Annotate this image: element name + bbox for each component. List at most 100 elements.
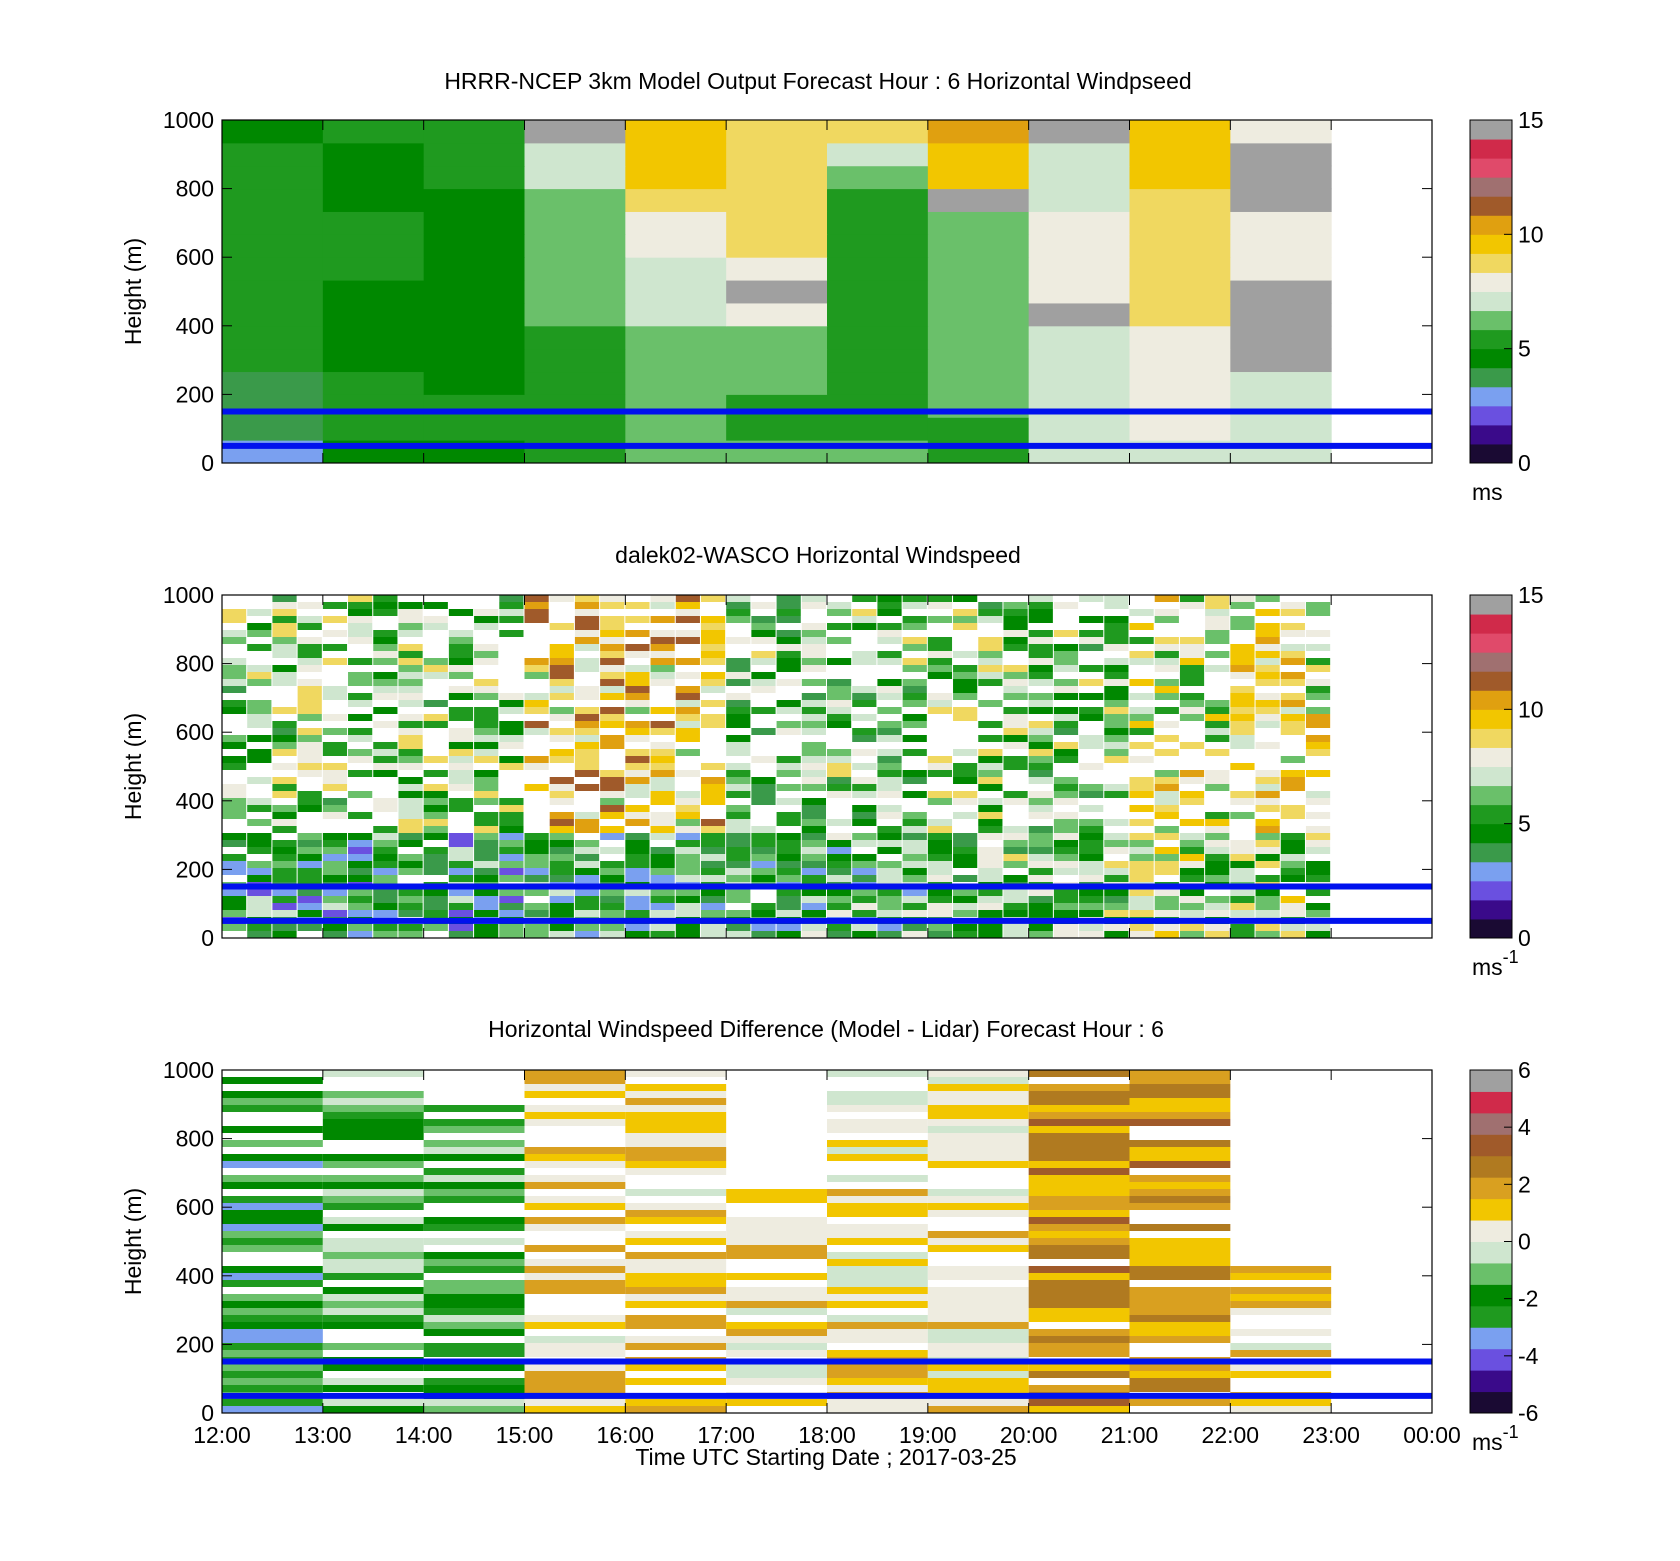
heatmap-cell xyxy=(1104,728,1129,735)
heatmap-cell xyxy=(751,784,776,791)
heatmap-cell xyxy=(322,861,348,868)
heatmap-cell xyxy=(549,595,574,602)
heatmap-cell xyxy=(877,812,902,819)
heatmap-cell xyxy=(1280,658,1305,665)
heatmap-cell xyxy=(953,672,978,679)
heatmap-cell xyxy=(726,165,828,190)
heatmap-cell xyxy=(222,1098,323,1105)
heatmap-cell xyxy=(272,728,297,735)
heatmap-cell xyxy=(827,791,852,798)
heatmap-cell xyxy=(1079,595,1104,602)
heatmap-cell xyxy=(373,721,398,728)
heatmap-cell xyxy=(1003,637,1028,644)
heatmap-cell xyxy=(776,889,801,896)
heatmap-cell xyxy=(1028,371,1130,395)
heatmap-cell xyxy=(322,749,348,756)
heatmap-cell xyxy=(1154,770,1179,777)
heatmap-cell xyxy=(801,833,826,840)
heatmap-cell xyxy=(1230,623,1255,630)
heatmap-cell xyxy=(902,749,927,756)
heatmap-cell xyxy=(398,763,423,770)
heatmap-cell xyxy=(1003,721,1028,728)
heatmap-cell xyxy=(297,700,322,707)
heatmap-cell xyxy=(675,805,700,812)
heatmap-cell xyxy=(524,931,549,938)
heatmap-cell xyxy=(953,833,978,840)
heatmap-cell xyxy=(474,623,499,630)
heatmap-cell xyxy=(222,211,324,235)
heatmap-cell xyxy=(1104,784,1129,791)
heatmap-cell xyxy=(927,1154,1029,1161)
heatmap-cell xyxy=(1179,875,1205,882)
heatmap-cell xyxy=(953,665,978,672)
heatmap-cell xyxy=(927,1077,1029,1084)
colorbar-segment xyxy=(1470,1305,1512,1328)
heatmap-cell xyxy=(1305,749,1331,756)
heatmap-cell xyxy=(398,679,423,686)
heatmap-cell xyxy=(927,1133,1029,1140)
heatmap-cell xyxy=(1129,777,1154,784)
heatmap-cell xyxy=(1230,644,1255,651)
heatmap-cell xyxy=(700,826,726,833)
heatmap-cell xyxy=(524,1119,626,1126)
heatmap-cell xyxy=(348,868,373,875)
heatmap-cell xyxy=(1028,1217,1130,1224)
heatmap-cell xyxy=(222,1238,323,1245)
heatmap-cell xyxy=(625,1343,727,1350)
heatmap-cell xyxy=(625,931,650,938)
heatmap-cell xyxy=(700,595,726,602)
heatmap-cell xyxy=(751,777,776,784)
heatmap-cell xyxy=(373,903,398,910)
heatmap-cell xyxy=(222,672,247,679)
heatmap-cell xyxy=(776,637,801,644)
heatmap-cell xyxy=(927,924,953,931)
heatmap-cell xyxy=(549,826,574,833)
heatmap-cell xyxy=(625,1119,727,1126)
heatmap-cell xyxy=(1154,644,1179,651)
heatmap-cell xyxy=(1129,1203,1231,1210)
heatmap-cell xyxy=(1028,735,1053,742)
heatmap-cell xyxy=(902,910,927,917)
colorbar-unit: ms xyxy=(1472,1429,1503,1455)
heatmap-cell xyxy=(348,714,373,721)
heatmap-cell xyxy=(574,595,600,602)
heatmap-cell xyxy=(474,693,499,700)
heatmap-cell xyxy=(902,854,927,861)
heatmap-cell xyxy=(524,854,549,861)
heatmap-cell xyxy=(348,896,373,903)
heatmap-cell xyxy=(625,700,650,707)
heatmap-cell xyxy=(827,777,852,784)
heatmap-cell xyxy=(1305,847,1331,854)
heatmap-cell xyxy=(423,1168,525,1175)
heatmap-cell xyxy=(1154,784,1179,791)
heatmap-cell xyxy=(751,847,776,854)
heatmap-cell xyxy=(801,826,826,833)
colorbar-segment xyxy=(1470,1134,1512,1157)
heatmap-cell xyxy=(1205,665,1230,672)
heatmap-cell xyxy=(902,903,927,910)
heatmap-cell xyxy=(549,889,574,896)
heatmap-cell xyxy=(1079,896,1104,903)
heatmap-cell xyxy=(978,903,1003,910)
heatmap-cell xyxy=(1028,749,1053,756)
heatmap-cell xyxy=(600,630,625,637)
heatmap-cell xyxy=(247,861,272,868)
heatmap-cell xyxy=(1230,1399,1332,1406)
heatmap-cell xyxy=(272,651,297,658)
heatmap-cell xyxy=(297,791,322,798)
heatmap-cell xyxy=(625,165,727,190)
heatmap-cell xyxy=(222,1336,323,1343)
heatmap-cell xyxy=(650,749,675,756)
heatmap-cell xyxy=(574,637,600,644)
heatmap-cell xyxy=(978,672,1003,679)
heatmap-cell xyxy=(877,602,902,609)
heatmap-cell xyxy=(272,791,297,798)
heatmap-cell xyxy=(322,763,348,770)
heatmap-cell xyxy=(877,693,902,700)
heatmap-cell xyxy=(1230,120,1332,144)
heatmap-cell xyxy=(978,749,1003,756)
panel-title: Horizontal Windspeed Difference (Model -… xyxy=(488,1016,1164,1042)
heatmap-cell xyxy=(398,798,423,805)
heatmap-cell xyxy=(978,819,1003,826)
heatmap-cell xyxy=(474,840,499,847)
